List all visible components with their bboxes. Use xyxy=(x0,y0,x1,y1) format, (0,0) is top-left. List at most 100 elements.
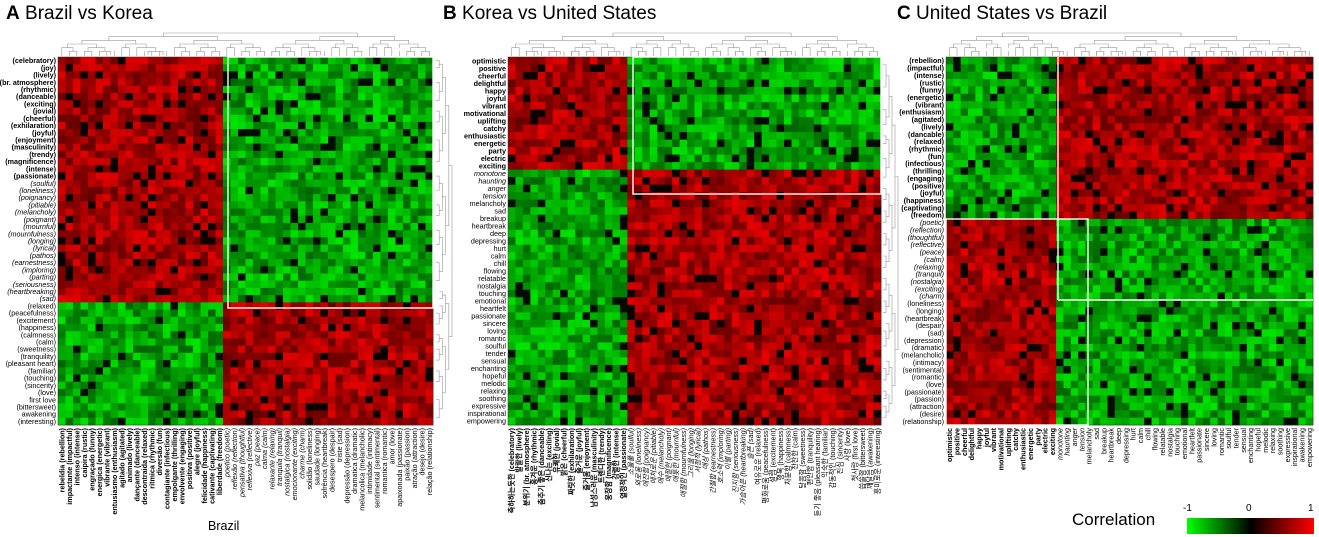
heatmap-cell xyxy=(552,199,561,208)
heatmap-cell xyxy=(545,154,554,163)
heatmap-cell xyxy=(642,184,651,193)
heatmap-cell xyxy=(552,259,561,268)
heatmap-cell xyxy=(410,345,419,354)
heatmap-cell xyxy=(672,259,680,268)
heatmap-cell xyxy=(664,259,673,268)
heatmap-cell xyxy=(365,172,374,181)
heatmap-cell xyxy=(709,319,718,328)
heatmap-cell xyxy=(866,64,874,73)
heatmap-cell xyxy=(739,79,748,88)
heatmap-cell xyxy=(380,136,389,144)
heatmap-cell xyxy=(358,215,366,224)
heatmap-cell xyxy=(821,94,830,103)
heatmap-cell xyxy=(365,222,374,231)
heatmap-cell xyxy=(395,323,404,332)
heatmap-cell xyxy=(776,94,785,103)
heatmap-cell xyxy=(283,396,291,404)
heatmap-cell xyxy=(679,222,688,231)
heatmap-cell xyxy=(73,417,81,426)
heatmap-cell xyxy=(836,259,845,268)
heatmap-cell xyxy=(545,214,554,223)
heatmap-cell xyxy=(866,124,874,133)
heatmap-cell xyxy=(253,78,261,87)
heatmap-cell xyxy=(320,309,329,318)
heatmap-cell xyxy=(298,309,306,318)
heatmap-cell xyxy=(178,381,186,390)
heatmap-cell xyxy=(268,244,276,253)
heatmap-cell xyxy=(178,78,186,87)
heatmap-cell xyxy=(365,194,374,202)
heatmap-cell xyxy=(328,158,336,166)
heatmap-cell xyxy=(388,403,396,411)
heatmap-cell xyxy=(268,316,276,325)
heatmap-cell xyxy=(73,208,81,217)
heatmap-cell xyxy=(103,388,111,397)
heatmap-cell xyxy=(784,304,792,313)
heatmap-cell xyxy=(388,280,396,289)
heatmap-cell xyxy=(58,374,66,383)
heatmap-cell xyxy=(813,237,822,246)
heatmap-cell xyxy=(619,259,628,268)
heatmap-cell xyxy=(275,230,284,238)
heatmap-cell xyxy=(305,338,314,347)
heatmap-cell xyxy=(58,172,66,181)
heatmap-cell xyxy=(253,136,261,144)
heatmap-cell xyxy=(545,109,554,118)
heatmap-cell xyxy=(597,402,606,411)
heatmap-cell xyxy=(275,107,284,116)
heatmap-cell xyxy=(642,169,651,178)
heatmap-cell xyxy=(133,360,141,368)
heatmap-cell xyxy=(80,136,89,144)
heatmap-cell xyxy=(238,208,246,217)
heatmap-cell xyxy=(515,109,524,118)
heatmap-cell xyxy=(193,237,201,246)
heatmap-cell xyxy=(851,259,860,268)
heatmap-cell xyxy=(552,387,561,396)
heatmap-cell xyxy=(133,143,141,152)
heatmap-cell xyxy=(642,267,651,276)
heatmap-cell xyxy=(193,114,201,123)
heatmap-cell xyxy=(784,192,792,201)
heatmap-cell xyxy=(185,107,194,116)
heatmap-cell xyxy=(335,237,344,246)
heatmap-cell xyxy=(806,94,815,103)
heatmap-cell xyxy=(709,267,718,276)
heatmap-cell xyxy=(858,312,867,321)
heatmap-cell xyxy=(335,222,344,231)
heatmap-cell xyxy=(215,208,224,217)
heatmap-cell xyxy=(858,169,867,178)
heatmap-cell xyxy=(200,345,209,354)
heatmap-cell xyxy=(836,94,845,103)
heatmap-cell xyxy=(582,177,591,186)
heatmap-cell xyxy=(395,172,404,181)
heatmap-cell xyxy=(223,374,231,383)
heatmap-cell xyxy=(365,186,374,195)
heatmap-cell xyxy=(290,208,299,217)
heatmap-cell xyxy=(798,297,807,306)
heatmap-cell xyxy=(612,282,621,291)
heatmap-cell xyxy=(545,72,554,80)
heatmap-cell xyxy=(163,367,171,375)
heatmap-cell xyxy=(754,64,763,73)
heatmap-cell xyxy=(560,282,569,291)
heatmap-cell xyxy=(208,331,216,339)
heatmap-cell xyxy=(664,199,673,208)
column-label: felicidade (happiness) xyxy=(200,427,209,503)
heatmap-cell xyxy=(58,345,66,354)
heatmap-cell xyxy=(118,107,126,116)
heatmap-cell xyxy=(388,150,396,159)
heatmap-cell xyxy=(709,184,718,193)
heatmap-cell xyxy=(560,259,569,268)
heatmap-cell xyxy=(395,417,404,426)
heatmap-cell xyxy=(58,331,66,339)
heatmap-cell xyxy=(178,165,186,173)
heatmap-cell xyxy=(522,199,531,208)
heatmap-cell xyxy=(813,79,822,88)
heatmap-cell xyxy=(350,215,359,224)
heatmap-cell xyxy=(679,379,688,388)
heatmap-cell xyxy=(403,158,411,166)
heatmap-cell xyxy=(65,71,74,80)
heatmap-cell xyxy=(627,334,636,343)
heatmap-cell xyxy=(58,136,66,144)
heatmap-cell xyxy=(716,117,725,125)
